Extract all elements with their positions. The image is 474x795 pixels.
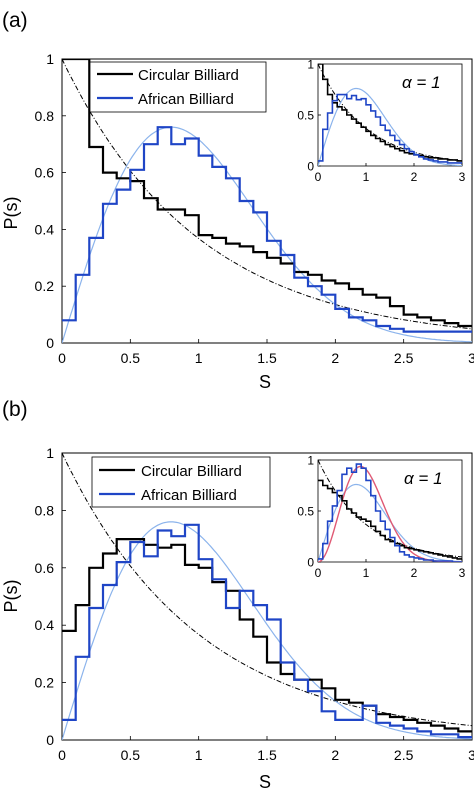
- panel-b-y-ticks: 0 0.2 0.4 0.6 0.8 1: [35, 445, 66, 748]
- y-tick-label: 0: [307, 555, 314, 569]
- african-billiard-histogram: [62, 126, 472, 333]
- panel-a-legend-label-african: African Billiard: [138, 91, 234, 108]
- x-tick-label: 2.5: [394, 350, 414, 366]
- x-tick-label: 3: [459, 566, 466, 580]
- x-tick-label: 0: [58, 747, 66, 763]
- panel-b-legend: Circular Billiard African Billiard: [91, 456, 271, 508]
- panel-a-legend-box: [89, 61, 267, 113]
- x-tick-label: 3: [459, 170, 466, 184]
- panel-a-y-ticks: 0 0.2 0.4 0.6 0.8 1: [35, 51, 66, 351]
- panel-a-inset-y-ticks: 00.51: [297, 57, 321, 173]
- x-tick-label: 2: [411, 566, 418, 580]
- panel-a-label: (a): [2, 9, 28, 32]
- x-tick-label: 1.5: [257, 747, 277, 763]
- x-tick-label: 2: [331, 747, 339, 763]
- panel-b-legend-label-circular: Circular Billiard: [141, 463, 242, 480]
- y-tick-label: 0.5: [297, 108, 314, 122]
- x-tick-label: 0.5: [121, 350, 141, 366]
- panel-b-inset-annotation: α = 1: [404, 469, 443, 488]
- panel-a-inset-annotation: α = 1: [402, 73, 441, 92]
- african-billiard-histogram: [62, 523, 472, 739]
- panel-b-legend-label-african: African Billiard: [141, 487, 237, 504]
- x-tick-label: 0: [58, 350, 66, 366]
- circular-billiard-histogram: [318, 479, 462, 560]
- panel-b-ylabel: P(s): [1, 580, 21, 613]
- panel-a-x-ticks: 0 0.5 1 1.5 2 2.5 3: [58, 339, 474, 366]
- x-tick-label: 3: [468, 350, 474, 366]
- african-billiard-histogram: [318, 93, 462, 164]
- panel-b-xlabel: S: [259, 772, 271, 792]
- y-tick-label: 0.8: [35, 502, 55, 518]
- x-tick-label: 1.5: [257, 350, 277, 366]
- y-tick-label: 0.6: [35, 560, 55, 576]
- panel-a-series: [62, 59, 472, 343]
- x-tick-label: 1: [195, 350, 203, 366]
- circular-billiard-histogram: [62, 538, 472, 733]
- panel-a-inset-box: [317, 63, 463, 167]
- panel-b-inset-y-ticks: 00.51: [297, 453, 321, 569]
- panel-b: (b) P(s) S 0 0.5 1 1.5 2 2.5 3 00.20.40.60.81 …: [1, 398, 474, 792]
- x-tick-label: 2: [411, 170, 418, 184]
- y-tick-label: 0.2: [35, 278, 55, 294]
- y-tick-label: 0.5: [297, 504, 314, 518]
- wigner-curve: [318, 87, 462, 166]
- y-tick-label: 0: [46, 335, 54, 351]
- x-tick-label: 2.5: [394, 747, 414, 763]
- y-tick-label: 0.4: [35, 221, 55, 237]
- y-tick-label: 1: [46, 51, 54, 67]
- y-tick-label: 0: [46, 732, 54, 748]
- x-tick-label: 0: [315, 170, 322, 184]
- x-tick-label: 0: [315, 566, 322, 580]
- circular-billiard-histogram: [62, 59, 472, 328]
- panel-a-legend: Circular Billiard African Billiard: [89, 61, 267, 113]
- y-tick-label: 0.4: [35, 617, 55, 633]
- panel-a-inset-series: [318, 64, 462, 166]
- y-tick-label: 0.8: [35, 108, 55, 124]
- african-billiard-histogram: [318, 463, 462, 562]
- x-tick-label: 2: [331, 350, 339, 366]
- x-tick-label: 1: [195, 747, 203, 763]
- x-tick-label: 0.5: [121, 747, 141, 763]
- y-tick-label: 0.6: [35, 165, 55, 181]
- panel-a-legend-label-circular: Circular Billiard: [138, 67, 239, 84]
- panel-b-series: [62, 453, 472, 740]
- panel-b-x-ticks: 0 0.5 1 1.5 2 2.5 3: [58, 736, 474, 763]
- panel-b-inset-series: [318, 460, 462, 562]
- panel-b-label: (b): [2, 398, 28, 421]
- circular-billiard-histogram: [318, 64, 462, 162]
- y-tick-label: 0: [307, 159, 314, 173]
- y-tick-label: 1: [307, 453, 314, 467]
- panel-a-xlabel: S: [259, 372, 271, 392]
- panel-a-ylabel: P(s): [1, 197, 21, 230]
- y-tick-label: 0.2: [35, 675, 55, 691]
- panel-b-legend-box: [91, 456, 271, 508]
- y-tick-label: 1: [46, 445, 54, 461]
- x-tick-label: 1: [363, 170, 370, 184]
- panel-a: (a) P(s) S 0 0.5 1 1.5 2 2.5 3 00.20.40.60.81 …: [1, 9, 474, 392]
- x-tick-label: 1: [363, 566, 370, 580]
- y-tick-label: 1: [307, 57, 314, 71]
- x-tick-label: 3: [468, 747, 474, 763]
